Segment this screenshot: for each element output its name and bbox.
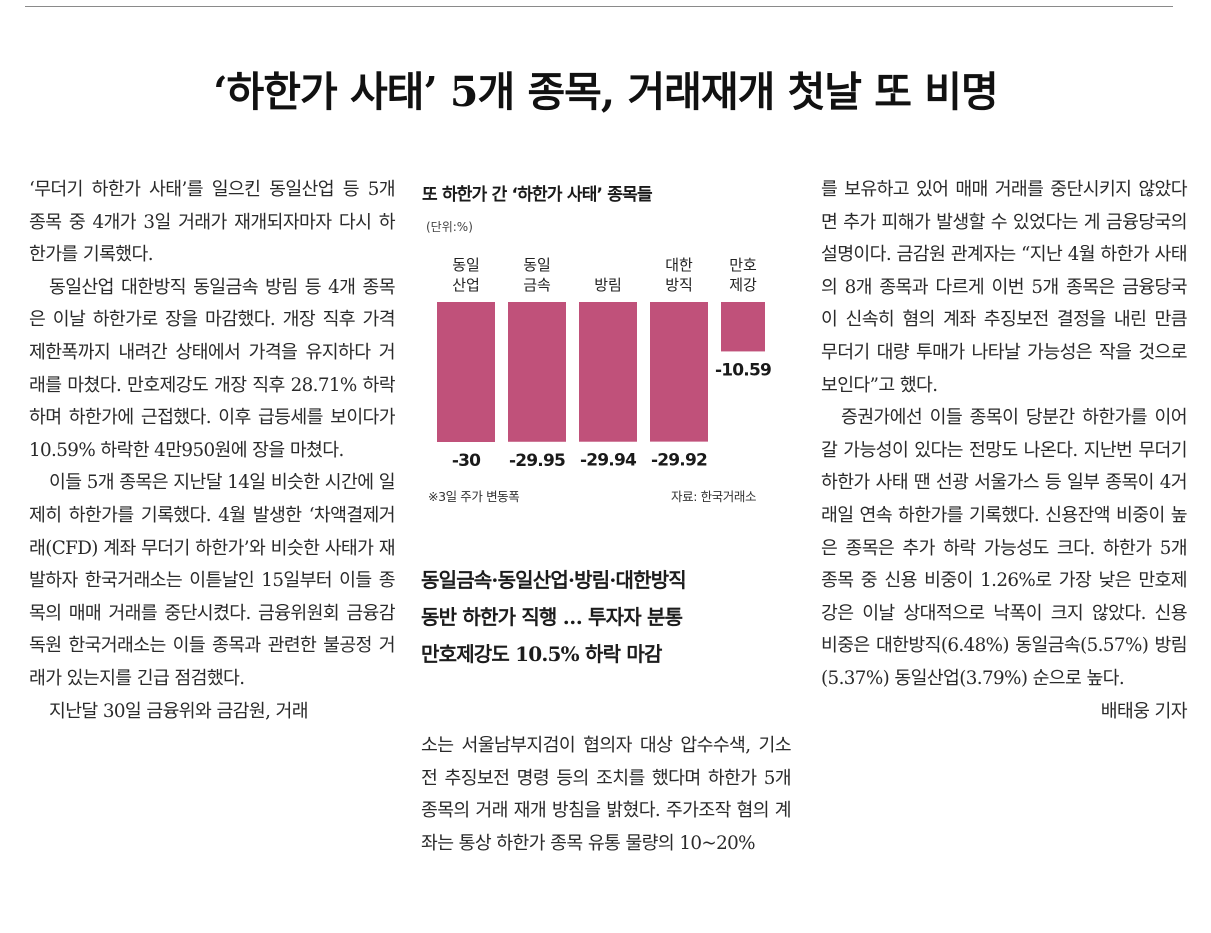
paragraph: ‘무더기 하한가 사태’를 일으킨 동일산업 등 5개 종목 중 4개가 3일 …	[29, 179, 396, 266]
paragraph: 이들 5개 종목은 지난달 14일 비슷한 시간에 일제히 하한가를 기록했다.…	[29, 472, 396, 689]
chart-source: 자료: 한국거래소	[671, 489, 757, 504]
data-label: -10.59	[715, 360, 771, 380]
chart-note: ※3일 주가 변동폭	[428, 489, 520, 504]
data-label: -29.92	[651, 451, 707, 471]
headline: ‘하한가 사태’ 5개 종목, 거래재개 첫날 또 비명	[213, 68, 999, 116]
paragraph-text: 증권가에선 이들 종목이 당분간 하한가를 이어갈 가능성이 있다는 전망도 나…	[821, 407, 1188, 689]
subheadline-line: 동일금속·동일산업·방림·대한방직	[421, 568, 687, 592]
paragraph: 를 보유하고 있어 매매 거래를 중단시키지 않았다면 추가 피해가 발생할 수…	[821, 179, 1188, 396]
category-label: 산업	[452, 276, 480, 294]
article-column-left: ‘무더기 하한가 사태’를 일으킨 동일산업 등 5개 종목 중 4개가 3일 …	[29, 174, 396, 728]
paragraph: 증권가에선 이들 종목이 당분간 하한가를 이어갈 가능성이 있다는 전망도 나…	[821, 402, 1188, 721]
category-label: 방직	[665, 276, 693, 294]
chart-bar	[721, 302, 765, 352]
chart-bar	[579, 302, 637, 442]
data-label: -30	[452, 451, 481, 471]
chart-bar	[508, 302, 566, 442]
category-label: 제강	[729, 276, 757, 294]
category-label: 만호	[729, 256, 757, 274]
paragraph: 소는 서울남부지검이 협의자 대상 압수수색, 기소 전 추징보전 명령 등의 …	[421, 735, 792, 854]
subheadline-line: 만호제강도 10.5% 하락 마감	[421, 642, 662, 666]
bar-chart: 동일산업 -30 동일금속 -29.95 방림 -29.94 대한방직 -29.92 만호제강 -…	[437, 256, 772, 471]
data-label: -29.94	[580, 451, 637, 471]
category-label: 동일	[452, 256, 480, 274]
data-label: -29.95	[509, 451, 565, 471]
chart-title: 또 하한가 간 ‘하한가 사태’ 종목들	[422, 185, 653, 205]
top-rule	[25, 6, 1173, 7]
category-label: 방림	[594, 276, 622, 294]
article-column-middle: 소는 서울남부지검이 협의자 대상 압수수색, 기소 전 추징보전 명령 등의 …	[421, 730, 792, 860]
category-label: 금속	[523, 276, 551, 294]
subheadline: 동일금속·동일산업·방림·대한방직 동반 하한가 직행 … 투자자 분통 만호제…	[421, 562, 801, 673]
paragraph: 동일산업 대한방직 동일금속 방림 등 4개 종목은 이날 하한가로 장을 마감…	[29, 276, 396, 461]
chart-bar	[437, 302, 495, 442]
article-column-right: 를 보유하고 있어 매매 거래를 중단시키지 않았다면 추가 피해가 발생할 수…	[821, 174, 1188, 728]
category-label: 동일	[523, 256, 551, 274]
paragraph: 지난달 30일 금융위와 금감원, 거래	[49, 700, 309, 722]
chart-bar	[650, 302, 708, 442]
chart-unit: (단위:%)	[426, 220, 473, 234]
subheadline-line: 동반 하한가 직행 … 투자자 분통	[421, 605, 683, 629]
category-label: 대한	[665, 256, 693, 274]
byline: 배태웅 기자	[1100, 700, 1188, 722]
